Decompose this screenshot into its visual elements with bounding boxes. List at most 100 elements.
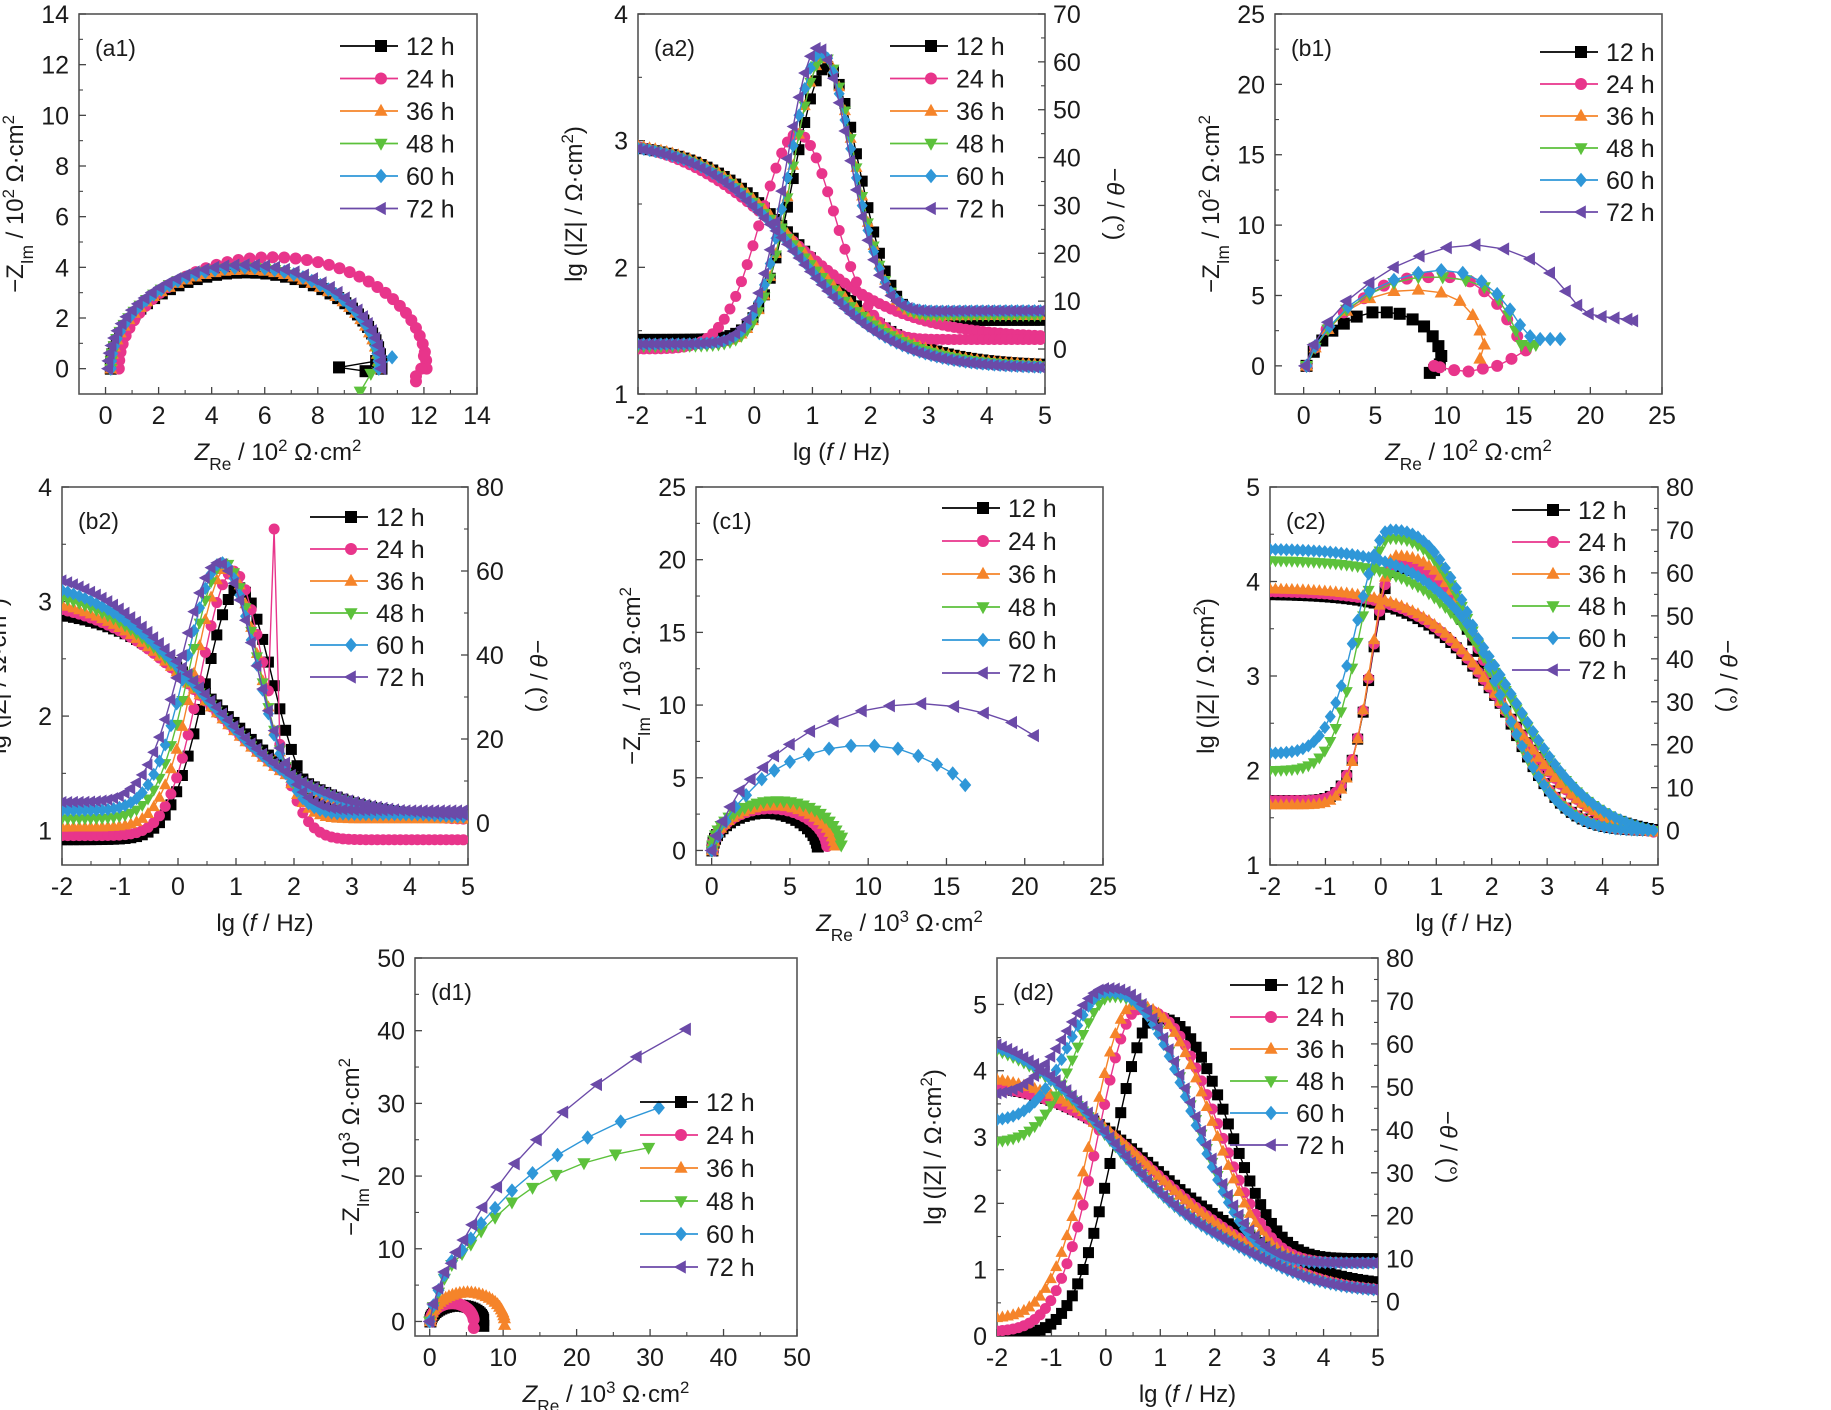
modulus-point xyxy=(838,302,850,315)
x-tick-label: 0 xyxy=(423,1344,437,1372)
modulus-point xyxy=(654,147,666,160)
y2-tick-label: 30 xyxy=(1666,689,1694,717)
phase-point xyxy=(343,807,355,821)
phase-point xyxy=(862,300,874,312)
modulus-point xyxy=(792,251,804,265)
modulus-point xyxy=(1576,788,1588,802)
legend-item: 60 h xyxy=(1540,167,1655,195)
modulus-point xyxy=(1565,787,1578,799)
modulus-point xyxy=(204,694,216,707)
phase-point xyxy=(1318,746,1331,758)
modulus-point xyxy=(775,231,787,244)
legend-marker xyxy=(345,543,357,555)
data-point xyxy=(1522,252,1535,266)
phase-point xyxy=(159,738,171,752)
phase-point xyxy=(1076,999,1088,1012)
phase-point xyxy=(147,785,160,797)
phase-point xyxy=(199,678,211,690)
phase-point xyxy=(193,586,205,599)
phase-point xyxy=(1034,1089,1046,1103)
modulus-point xyxy=(1367,1283,1378,1296)
phase-point xyxy=(1489,674,1501,688)
legend: 12 h 24 h 36 h 48 h 60 h 72 h xyxy=(890,33,1005,224)
phase-point xyxy=(439,804,451,817)
series-12h xyxy=(104,266,388,378)
legend-marker xyxy=(374,138,388,151)
phase-point xyxy=(799,82,811,96)
modulus-point xyxy=(1456,609,1468,624)
phase-point xyxy=(89,795,101,808)
y2-tick-label: 50 xyxy=(1053,97,1081,125)
phase-point xyxy=(1428,563,1441,575)
x-tick-label: -2 xyxy=(51,873,73,901)
modulus-point xyxy=(1280,543,1292,557)
phase-point xyxy=(792,91,804,104)
phase-point xyxy=(1056,1307,1068,1319)
phase-point xyxy=(947,304,959,318)
data-point xyxy=(802,747,815,762)
data-point xyxy=(1475,274,1488,289)
phase-point xyxy=(1017,1303,1030,1315)
modulus-point xyxy=(261,752,273,765)
phase-point xyxy=(758,278,770,292)
modulus-point xyxy=(803,265,815,278)
modulus-point xyxy=(1368,1276,1378,1288)
data-point xyxy=(740,788,753,803)
phase-point xyxy=(1039,1109,1052,1121)
phase-point xyxy=(845,121,857,133)
data-point xyxy=(1026,729,1039,743)
phase-point xyxy=(1108,982,1120,995)
modulus-point xyxy=(1016,360,1028,373)
phase-point xyxy=(1195,1085,1208,1097)
y-tick-label: 50 xyxy=(377,945,405,973)
phase-point xyxy=(1114,1012,1127,1024)
series-72h xyxy=(62,556,468,821)
data-point xyxy=(709,829,722,843)
modulus-point xyxy=(1609,810,1621,825)
series-layer xyxy=(422,1022,691,1335)
y-axis-label: −ZIm / 102 Ω·cm2 xyxy=(0,115,37,293)
data-point xyxy=(431,1281,444,1295)
phase-point xyxy=(1088,1227,1100,1239)
modulus-point xyxy=(1190,1202,1203,1214)
phase-point xyxy=(84,795,96,808)
phase-point xyxy=(879,275,891,289)
series-layer xyxy=(1297,238,1639,379)
series-48h xyxy=(104,262,386,394)
legend-item: 60 h xyxy=(340,163,455,191)
data-point xyxy=(1435,262,1448,278)
phase-point xyxy=(1232,1208,1244,1221)
series-line xyxy=(107,264,383,369)
phase-point xyxy=(822,186,834,198)
legend-item: 24 h xyxy=(1512,529,1627,557)
modulus-point xyxy=(1028,361,1040,374)
phase-point xyxy=(1357,589,1369,603)
x-tick-label: 4 xyxy=(1317,1344,1331,1372)
phase-point xyxy=(856,289,868,301)
legend: 12 h 24 h 36 h 48 h 60 h 72 h xyxy=(942,495,1057,688)
phase-point xyxy=(918,304,930,317)
legend-item: 12 h xyxy=(942,495,1057,523)
phase-point xyxy=(360,807,372,822)
phase-point xyxy=(176,769,188,781)
legend-marker xyxy=(674,1160,688,1173)
phase-point xyxy=(810,61,823,73)
phase-point xyxy=(1412,530,1424,544)
phase-point xyxy=(211,629,223,641)
phase-point xyxy=(856,175,868,187)
modulus-point xyxy=(170,655,182,668)
phase-point xyxy=(976,304,988,317)
modulus-point xyxy=(1318,1276,1330,1289)
legend-marker xyxy=(925,72,937,85)
phase-point xyxy=(393,804,405,817)
modulus-point xyxy=(1130,1162,1142,1175)
phase-point xyxy=(1221,1189,1233,1202)
phase-point xyxy=(153,790,166,802)
legend-item: 72 h xyxy=(942,660,1057,688)
data-point xyxy=(1386,260,1399,274)
phase-point xyxy=(222,593,234,605)
data-point xyxy=(1468,238,1481,252)
phase-point xyxy=(763,243,775,256)
y2-tick-label: 60 xyxy=(1386,1031,1414,1059)
modulus-point xyxy=(1103,1131,1115,1144)
